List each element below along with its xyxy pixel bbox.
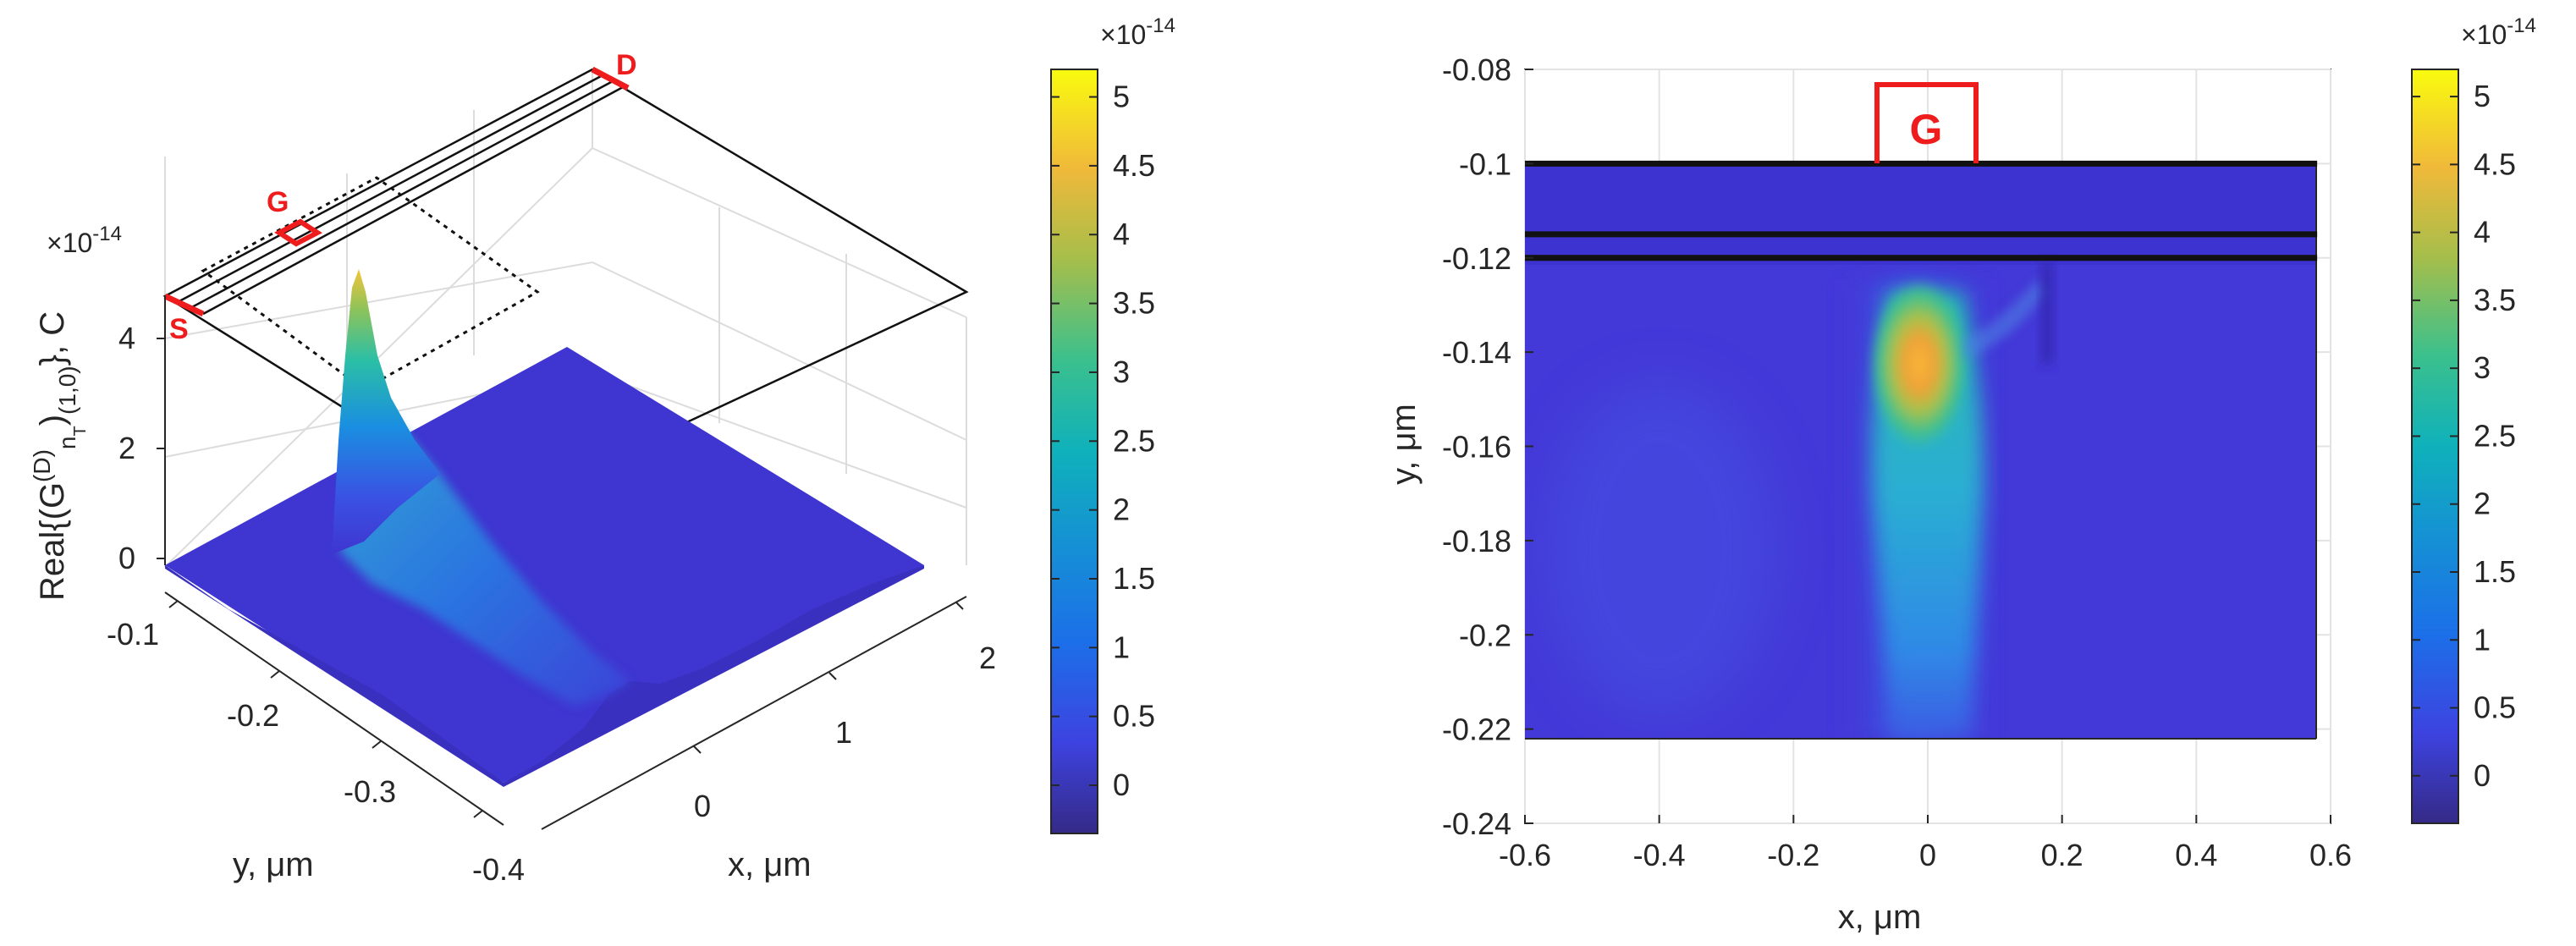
right-panel: G -0.6 -0.4 -0.2 0 0.2 0.4 0.6 -0.08-0.1-0.12-… [1385, 14, 2536, 936]
colorbar-right: 0 0.5 1 1.5 2 2.5 3 3.5 4 4.5 5 ×10-14 [2411, 14, 2536, 824]
colorbar-right-ticks: 0 0.5 1 1.5 2 2.5 3 3.5 4 4.5 5 [2412, 79, 2516, 793]
heatmap-x-axis-label: x, μm [1838, 899, 1922, 936]
colorbar-left-tick-0: 0 [1113, 767, 1130, 802]
heatmap-x-tick-5: 0.4 [2175, 838, 2217, 872]
surface-peak [332, 269, 440, 554]
heatmap-x-tick-3: 0 [1919, 838, 1936, 872]
z-axis: 0 2 4 ×10-14 Real{(G(D)nT)(1,0)}, C [29, 223, 166, 601]
colorbar-right-tick-8: 4 [2474, 215, 2491, 250]
colorbar-left: 0 0.5 1 1.5 2 2.5 3 3.5 4 4.5 5 ×10-14 [1050, 14, 1175, 834]
colorbar-right-tick-2: 1 [2474, 622, 2491, 657]
marker-g: G [267, 186, 289, 218]
y-tick-0: -0.1 [107, 617, 159, 652]
left-panel: S G D 0 2 4 ×10-14 Real{(G(D)nT)(1,0)}, … [29, 14, 1175, 887]
heatmap-x-tick-1: -0.4 [1633, 838, 1686, 872]
y-axis-label: y, μm [233, 846, 314, 883]
colorbar-right-tick-4: 2 [2474, 487, 2491, 521]
heatmap-x-ticks: -0.6 -0.4 -0.2 0 0.2 0.4 0.6 [1499, 815, 2352, 872]
colorbar-left-tick-5: 2.5 [1113, 423, 1155, 458]
heatmap-x-tick-0: -0.6 [1499, 838, 1551, 872]
z-axis-label: Real{(G(D)nT)(1,0)}, C [29, 311, 90, 601]
x-axis: 0 1 2 x, μm [541, 596, 996, 883]
heatmap-x-tick-6: 0.6 [2309, 838, 2352, 872]
x-tick-0: 0 [694, 789, 711, 823]
z-tick-0: 0 [118, 541, 135, 575]
surface-base [165, 347, 924, 783]
heatmap-x-tick-2: -0.2 [1767, 838, 1819, 872]
heatmap-y-tick-3: -0.14 [1442, 335, 1511, 370]
colorbar-left-tick-10: 5 [1113, 80, 1130, 114]
colorbar-left-tick-3: 1.5 [1113, 561, 1155, 596]
heatmap-field [1525, 163, 2316, 739]
heatmap-y-tick-4: -0.16 [1442, 430, 1511, 465]
colorbar-left-tick-8: 4 [1113, 217, 1130, 251]
marker-s: S [169, 313, 189, 345]
colorbar-right-tick-9: 4.5 [2474, 146, 2516, 181]
y-tick-2: -0.3 [344, 774, 396, 809]
colorbar-right-tick-6: 3 [2474, 350, 2491, 385]
layer-lines [1525, 160, 2318, 261]
colorbar-left-tick-6: 3 [1113, 355, 1130, 389]
heatmap-wake [1963, 279, 2046, 360]
colorbar-left-fill [1050, 69, 1098, 834]
heatmap-y-ticks: -0.08 -0.1 -0.12 -0.14 -0.16 -0.18 -0.2 -0.22 -0… [1442, 52, 1533, 841]
heatmap-y-tick-5: -0.18 [1442, 524, 1511, 558]
heatmap-y-tick-7: -0.22 [1442, 712, 1511, 747]
colorbar-left-tick-7: 3.5 [1113, 286, 1155, 321]
colorbar-right-tick-3: 1.5 [2474, 554, 2516, 589]
colorbar-right-exponent: ×10-14 [2461, 14, 2536, 50]
device-markers: S G D [163, 49, 637, 345]
gate-label: G [1910, 106, 1943, 153]
colorbar-left-tick-9: 4.5 [1113, 148, 1155, 183]
z-exponent: ×10-14 [47, 223, 122, 258]
colorbar-right-tick-5: 2.5 [2474, 418, 2516, 453]
colorbar-left-ticks: 0 0.5 1 1.5 2 2.5 3 3.5 4 4.5 5 [1051, 80, 1155, 802]
heatmap-hotspot [1870, 279, 1968, 448]
colorbar-right-tick-10: 5 [2474, 79, 2491, 113]
heatmap-y-tick-1: -0.1 [1459, 146, 1511, 181]
x-tick-1: 1 [835, 715, 852, 750]
heatmap-y-axis-label: y, μm [1385, 404, 1423, 485]
y-axis: -0.1 -0.2 -0.3 -0.4 y, μm [107, 591, 525, 887]
x-axis-label: x, μm [728, 846, 812, 883]
heatmap-y-tick-8: -0.24 [1442, 806, 1511, 841]
gate-marker: G [1874, 82, 1979, 163]
colorbar-left-tick-4: 2 [1113, 492, 1130, 527]
x-tick-2: 2 [979, 641, 996, 675]
heatmap-y-tick-0: -0.08 [1442, 52, 1511, 87]
z-tick-2: 2 [118, 431, 135, 465]
colorbar-right-tick-1: 0.5 [2474, 690, 2516, 725]
colorbar-left-tick-1: 0.5 [1113, 699, 1155, 734]
heatmap-dark-stripe [2041, 262, 2053, 364]
heatmap-x-tick-4: 0.2 [2041, 838, 2083, 872]
colorbar-right-tick-7: 3.5 [2474, 283, 2516, 317]
y-tick-1: -0.2 [227, 698, 279, 733]
marker-d: D [616, 49, 637, 81]
y-tick-3: -0.4 [472, 852, 525, 887]
surface [165, 269, 924, 787]
colorbar-right-fill [2411, 69, 2459, 824]
colorbar-left-exponent: ×10-14 [1100, 14, 1175, 50]
colorbar-left-tick-2: 1 [1113, 630, 1130, 664]
colorbar-right-tick-0: 0 [2474, 758, 2491, 793]
z-tick-4: 4 [118, 321, 135, 355]
heatmap-y-tick-6: -0.2 [1459, 618, 1511, 652]
heatmap-y-tick-2: -0.12 [1442, 241, 1511, 276]
